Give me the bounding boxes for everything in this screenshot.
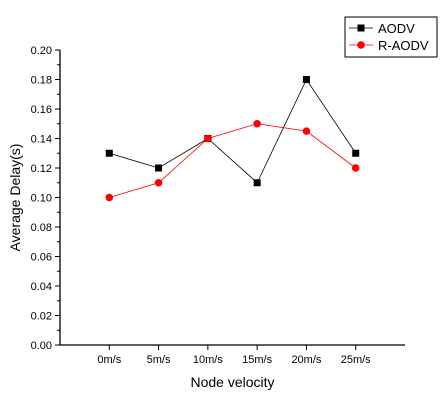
y-tick-label: 0.02 xyxy=(31,311,52,323)
data-point xyxy=(253,179,261,187)
y-tick-label: 0.04 xyxy=(31,281,52,293)
series-line xyxy=(109,78,357,184)
x-tick-label: 0m/s xyxy=(97,354,121,366)
y-tick-label: 0.14 xyxy=(31,134,52,146)
y-tick-label: 0.10 xyxy=(31,193,52,205)
data-point xyxy=(253,119,261,128)
x-tick-label: 10m/s xyxy=(193,354,223,366)
x-ticks: 0m/s 5m/s 10m/s 15m/s 20m/s 25m/s xyxy=(97,345,371,366)
series-layer xyxy=(105,76,360,202)
legend-label: AODV xyxy=(378,21,415,36)
series-r-aodv xyxy=(105,119,360,202)
legend-label: R-AODV xyxy=(378,38,429,53)
y-axis-label: Average Delay(s) xyxy=(7,144,23,252)
x-axis-label: Node velocity xyxy=(190,374,274,390)
x-tick-label: 20m/s xyxy=(291,354,321,366)
legend-box xyxy=(344,16,438,58)
y-tick-label: 0.16 xyxy=(31,104,52,116)
legend-item-aodv: AODV xyxy=(349,21,415,36)
series-line xyxy=(109,123,356,198)
y-ticks: 0.00 0.02 0.04 0.06 0.08 0.10 0.12 0.14 0.16 0.18… xyxy=(31,45,60,352)
data-point xyxy=(302,76,310,83)
y-tick-label: 0.08 xyxy=(31,222,52,234)
legend-marker xyxy=(357,24,365,32)
y-tick-label: 0.06 xyxy=(31,252,52,264)
legend-marker xyxy=(357,41,365,49)
y-tick-label: 0.12 xyxy=(31,163,52,175)
y-tick-label: 0.18 xyxy=(31,75,52,87)
data-point xyxy=(105,193,114,202)
legend-item-r-aodv: R-AODV xyxy=(349,38,429,53)
y-tick-label: 0.00 xyxy=(31,340,52,352)
y-tick-label: 0.20 xyxy=(31,45,52,57)
data-point xyxy=(352,149,360,157)
data-point xyxy=(302,127,311,135)
x-tick-label: 5m/s xyxy=(147,354,171,366)
data-point xyxy=(351,164,360,172)
x-tick-label: 25m/s xyxy=(341,354,371,366)
legend: AODV R-AODV xyxy=(344,16,438,58)
x-tick-label: 15m/s xyxy=(242,354,272,366)
legend-items: AODV R-AODV xyxy=(349,21,429,53)
data-point xyxy=(204,134,212,143)
data-point xyxy=(154,178,163,187)
data-point xyxy=(155,164,163,172)
data-point xyxy=(105,149,113,157)
